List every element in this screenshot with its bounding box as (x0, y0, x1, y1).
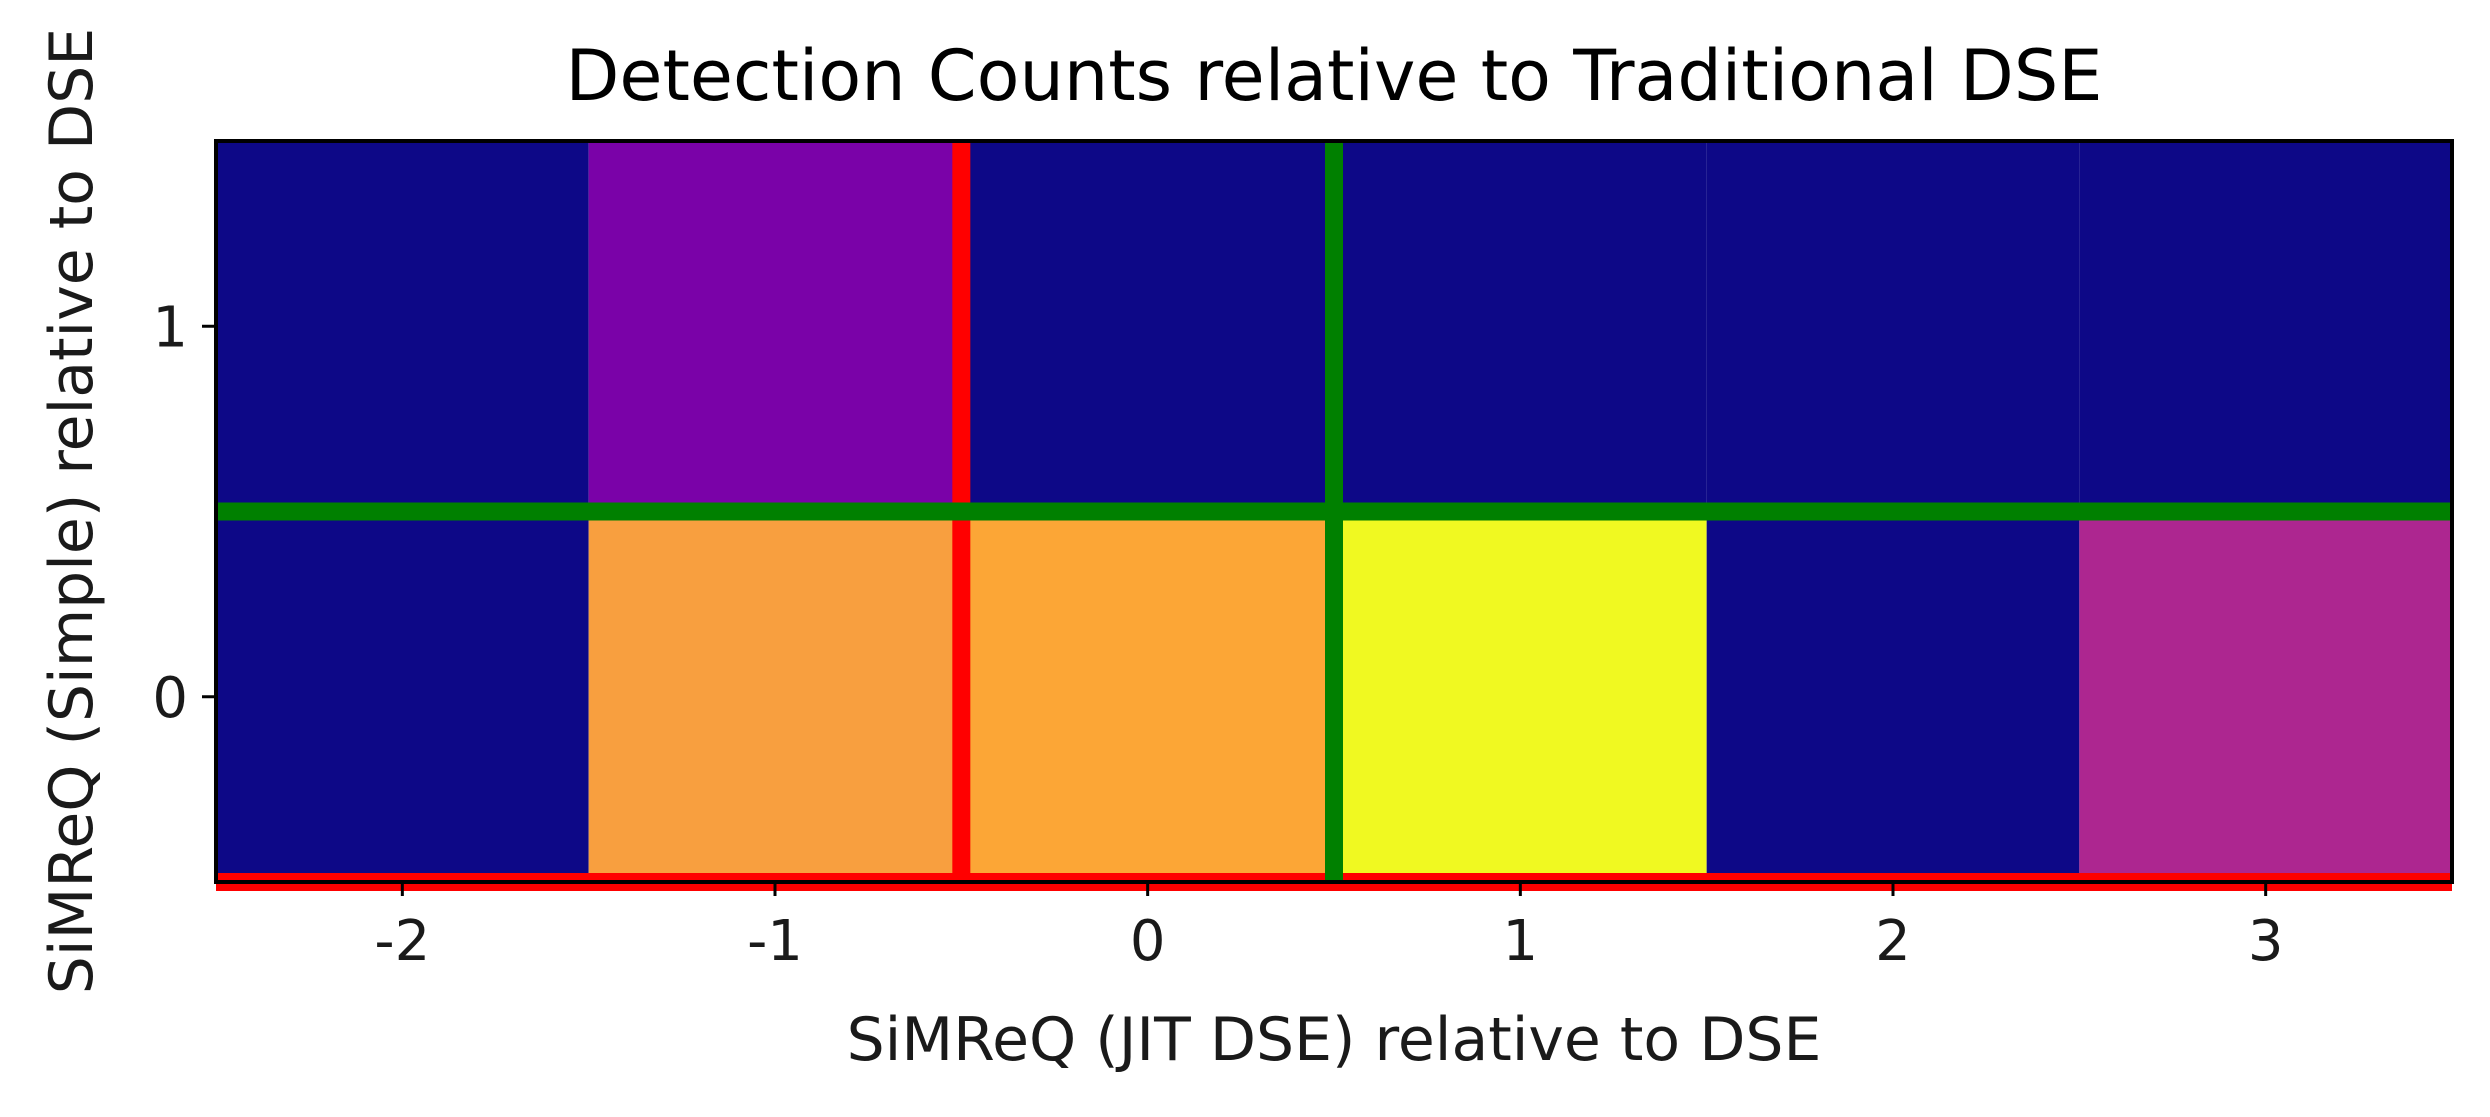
heatmap-cell (588, 141, 962, 512)
heatmap-cell (961, 141, 1334, 512)
x-tick-label: 1 (1503, 909, 1539, 974)
heatmap-cell (1334, 141, 1707, 512)
x-axis-label: SiMReQ (JIT DSE) relative to DSE (847, 1005, 1822, 1075)
x-tick-label: 3 (2248, 909, 2284, 974)
y-axis-label: SiMReQ (Simple) relative to DSE (37, 28, 107, 994)
heatmap-cell (961, 511, 1334, 882)
x-axis-ticks: -2 -1 0 1 2 3 (374, 882, 2283, 974)
x-tick-label: -2 (374, 909, 430, 974)
heatmap-cell (1706, 511, 2080, 882)
y-tick-label: 1 (152, 295, 188, 360)
plot-frame (214, 139, 2454, 884)
heatmap-cell (216, 141, 589, 512)
heatmap-cell (1334, 511, 1707, 882)
y-axis-ticks: 01 (152, 295, 216, 731)
chart-title: Detection Counts relative to Traditional… (566, 35, 2103, 117)
heatmap-cell (2079, 141, 2452, 512)
x-tick-label: 2 (1875, 909, 1911, 974)
heatmap-cell (588, 511, 962, 882)
heatmap-cell (1706, 141, 2080, 512)
heatmap-cell (2079, 511, 2452, 882)
y-tick-label: 0 (152, 666, 188, 731)
heatmap-cell (216, 511, 589, 882)
x-tick-label: 0 (1130, 909, 1166, 974)
heatmap-cells (216, 141, 2452, 882)
x-tick-label: -1 (747, 909, 803, 974)
